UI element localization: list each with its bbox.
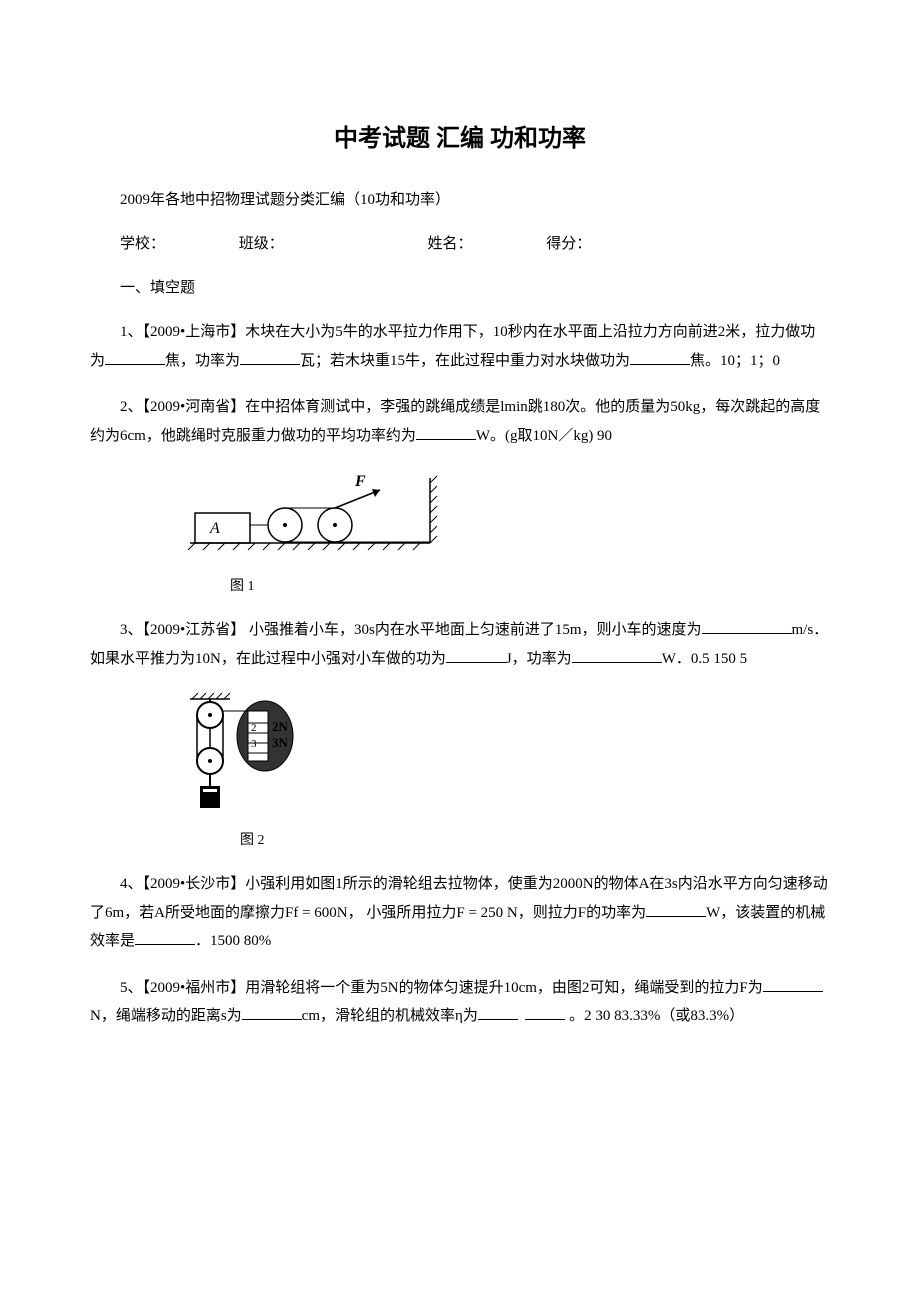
pulley-spring-diagram-icon: 2 3 2N 3N <box>180 691 350 821</box>
subtitle: 2009年各地中招物理试题分类汇编（10功和功率） <box>90 188 830 212</box>
class-label: 班级： <box>239 236 284 252</box>
blank <box>135 930 195 945</box>
figure-2: 2 3 2N 3N 图 2 <box>180 691 830 852</box>
blank <box>702 619 792 634</box>
figure-2-label: 图 2 <box>240 830 830 852</box>
question-2: 2、【2009•河南省】在中招体育测试中，李强的跳绳成绩是lmin跳180次。他… <box>90 393 830 450</box>
section-heading: 一、填空题 <box>90 276 830 300</box>
q4-text: ．1500 80% <box>195 933 271 949</box>
blank <box>763 977 823 992</box>
score-label: 得分： <box>546 236 591 252</box>
blank <box>240 350 300 365</box>
scale-num-3: 3 <box>251 738 257 750</box>
info-line: 学校： 班级： 姓名： 得分： <box>90 232 830 256</box>
question-3: 3、【2009•江苏省】 小强推着小车，30s内在水平地面上匀速前进了15m，则… <box>90 616 830 673</box>
blank <box>525 1005 565 1020</box>
scale-num-2: 2 <box>251 722 257 734</box>
question-4: 4、【2009•长沙市】小强利用如图1所示的滑轮组去拉物体，使重为2000N的物… <box>90 870 830 956</box>
block-label: A <box>209 520 220 537</box>
q1-text: 瓦；若木块重15牛，在此过程中重力对水块做功为 <box>300 353 630 369</box>
blank <box>242 1005 302 1020</box>
q1-text: 焦。10；1；0 <box>690 353 780 369</box>
q5-text: 5、【2009•福州市】用滑轮组将一个重为5N的物体匀速提升10cm，由图2可知… <box>120 980 763 996</box>
figure-1: A F 图 1 <box>180 468 830 598</box>
question-5: 5、【2009•福州市】用滑轮组将一个重为5N的物体匀速提升10cm，由图2可知… <box>90 974 830 1031</box>
school-label: 学校： <box>120 236 165 252</box>
blank <box>630 350 690 365</box>
q3-text: J，功率为 <box>506 651 572 667</box>
blank <box>416 425 476 440</box>
blank <box>446 648 506 663</box>
force-label: F <box>354 473 366 490</box>
blank <box>572 648 662 663</box>
q5-text: N，绳端移动的距离s为 <box>90 1008 242 1024</box>
blank <box>105 350 165 365</box>
blank <box>646 902 706 917</box>
q1-text: 焦，功率为 <box>165 353 240 369</box>
name-label: 姓名： <box>428 236 473 252</box>
scale-label-2n: 2N <box>272 719 289 734</box>
q3-text: 3、【2009•江苏省】 小强推着小车，30s内在水平地面上匀速前进了15m，则… <box>120 622 702 638</box>
q5-text: 。2 30 83.33%（或83.3%） <box>569 1008 744 1024</box>
page-title: 中考试题 汇编 功和功率 <box>90 120 830 158</box>
question-1: 1、【2009•上海市】木块在大小为5牛的水平拉力作用下，10秒内在水平面上沿拉… <box>90 318 830 375</box>
blank <box>478 1005 518 1020</box>
q5-text: cm，滑轮组的机械效率η为 <box>302 1008 478 1024</box>
q2-text: W。(g取10N／kg) 90 <box>476 428 612 444</box>
scale-label-3n: 3N <box>272 735 289 750</box>
q3-text: W．0.5 150 5 <box>662 651 747 667</box>
pulley-diagram-icon: A F <box>180 468 440 563</box>
figure-1-label: 图 1 <box>230 576 830 598</box>
